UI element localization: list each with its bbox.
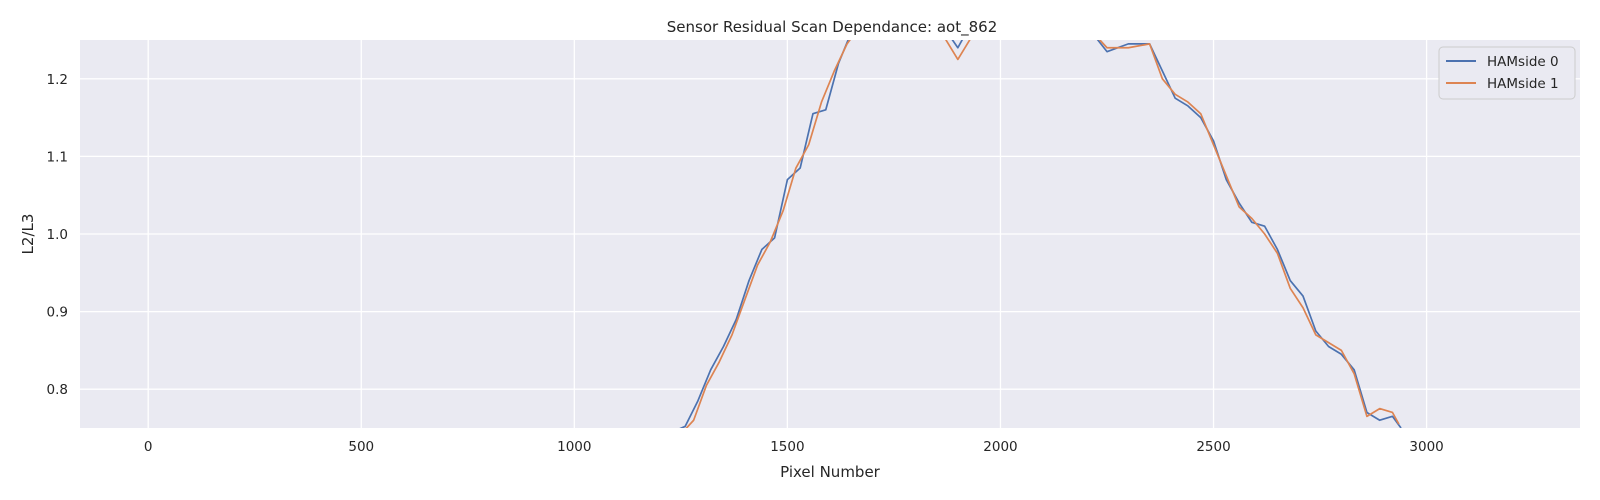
chart-title: Sensor Residual Scan Dependance: aot_862 <box>667 18 997 37</box>
x-tick-label: 1000 <box>557 439 591 455</box>
legend: HAMside 0 HAMside 1 <box>1438 46 1576 100</box>
x-tick-label: 0 <box>144 439 153 455</box>
legend-label-hamside-1: HAMside 1 <box>1487 76 1559 92</box>
y-tick-label: 1.1 <box>47 149 68 165</box>
x-axis-ticks: 0 500 1000 1500 2000 2500 3000 <box>144 439 1444 455</box>
y-tick-label: 0.8 <box>47 382 68 398</box>
series-line-hamside-0 <box>679 40 1402 428</box>
x-tick-label: 2500 <box>1196 439 1230 455</box>
grid-lines <box>80 40 1580 428</box>
x-tick-label: 500 <box>348 439 374 455</box>
legend-label-hamside-0: HAMside 0 <box>1487 54 1559 70</box>
x-tick-label: 1500 <box>770 439 804 455</box>
y-tick-label: 0.9 <box>47 305 68 321</box>
x-tick-label: 3000 <box>1409 439 1443 455</box>
x-axis-label: Pixel Number <box>780 463 881 481</box>
series-line-hamside-1 <box>685 40 1400 428</box>
y-axis-ticks: 0.8 0.9 1.0 1.1 1.2 <box>47 72 68 398</box>
series-layer <box>679 40 1402 428</box>
x-tick-label: 2000 <box>983 439 1017 455</box>
y-tick-label: 1.0 <box>47 227 68 243</box>
y-tick-label: 1.2 <box>47 72 68 88</box>
y-axis-label: L2/L3 <box>19 214 37 255</box>
